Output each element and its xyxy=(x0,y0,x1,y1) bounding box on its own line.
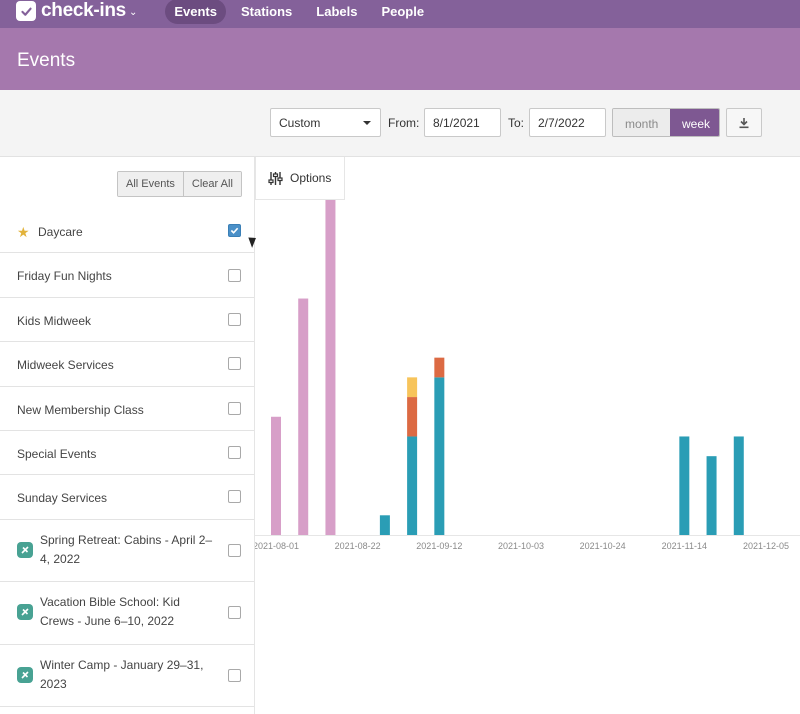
event-name: Midweek Services xyxy=(17,358,114,372)
x-tick-label-3: 2021-10-03 xyxy=(498,541,544,551)
registration-icon xyxy=(17,604,33,620)
event-checkbox[interactable] xyxy=(228,544,241,557)
event-name: Vacation Bible School: Kid Crews - June … xyxy=(40,595,180,628)
event-row-winter-camp[interactable]: Winter Camp - January 29–31, 2023 xyxy=(0,645,254,707)
sliders-icon xyxy=(268,171,283,185)
filter-toolbar: Custom From: 8/1/2021 To: 2/7/2022 month… xyxy=(0,90,800,157)
event-row-special-events[interactable]: Special Events xyxy=(0,431,254,475)
event-name: Spring Retreat: Cabins - April 2–4, 2022 xyxy=(40,533,213,566)
bar-segment-5-1[interactable] xyxy=(434,357,445,378)
event-row-sunday-services[interactable]: Sunday Services xyxy=(0,475,254,520)
bar-segment-2-0[interactable] xyxy=(325,200,336,535)
bar-segment-3-0[interactable] xyxy=(379,515,390,535)
event-name: Kids Midweek xyxy=(17,314,92,328)
event-row-friday-fun-nights[interactable]: Friday Fun Nights xyxy=(0,253,254,298)
nav-labels[interactable]: Labels xyxy=(316,3,358,19)
bar-segment-7-0[interactable] xyxy=(706,456,717,535)
app-name: check-ins xyxy=(41,0,126,21)
event-row-spring-retreat[interactable]: Spring Retreat: Cabins - April 2–4, 2022 xyxy=(0,520,254,582)
event-checkbox[interactable] xyxy=(228,269,241,282)
x-tick-label-5: 2021-11-14 xyxy=(662,541,707,551)
event-checkbox[interactable] xyxy=(228,313,241,326)
to-label: To: xyxy=(508,116,525,130)
app-logo[interactable]: check-ins ⌄ xyxy=(16,0,137,22)
x-tick-label-1: 2021-08-22 xyxy=(335,541,381,551)
event-name: Winter Camp - January 29–31, 2023 xyxy=(40,658,204,691)
period-toggle: month week xyxy=(612,108,720,137)
bar-segment-5-0[interactable] xyxy=(434,377,445,535)
event-row-daycare[interactable]: ★ Daycare xyxy=(0,208,254,253)
x-tick-label-2: 2021-09-12 xyxy=(416,541,462,551)
attendance-chart: 2021-08-01 2021-08-22 2021-09-12 2021-10-03… xyxy=(255,200,800,551)
to-date-input[interactable]: 2/7/2022 xyxy=(529,108,606,137)
event-name: Special Events xyxy=(17,447,97,461)
event-checkbox[interactable] xyxy=(228,224,241,237)
period-month-button[interactable]: month xyxy=(613,109,670,136)
event-row-new-membership-class[interactable]: New Membership Class xyxy=(0,387,254,431)
page-header: Events xyxy=(0,28,800,90)
registration-icon xyxy=(17,542,33,558)
download-button[interactable] xyxy=(726,108,762,137)
main-nav: Events Stations Labels People xyxy=(165,0,439,24)
event-checkbox[interactable] xyxy=(228,669,241,682)
clear-all-button[interactable]: Clear All xyxy=(182,172,241,196)
caret-down-icon xyxy=(363,121,371,125)
event-name: New Membership Class xyxy=(17,403,144,417)
event-name: Daycare xyxy=(38,225,83,239)
checkmark-icon xyxy=(16,1,36,21)
selection-buttons: All Events Clear All xyxy=(117,171,242,197)
download-icon xyxy=(739,117,749,128)
top-nav: check-ins ⌄ Events Stations Labels Peopl… xyxy=(0,0,800,28)
chart-area: 2021-08-01 2021-08-22 2021-09-12 2021-10-03… xyxy=(255,157,800,714)
bar-segment-0-0[interactable] xyxy=(271,416,281,535)
event-name: Friday Fun Nights xyxy=(17,269,112,283)
event-checkbox[interactable] xyxy=(228,357,241,370)
check-icon xyxy=(230,227,239,234)
nav-people[interactable]: People xyxy=(381,3,425,19)
bar-segment-8-0[interactable] xyxy=(733,436,744,535)
x-tick-label-6: 2021-12-05 xyxy=(743,541,789,551)
nav-events[interactable]: Events xyxy=(165,0,226,24)
options-button[interactable]: Options xyxy=(255,157,345,200)
event-checkbox[interactable] xyxy=(228,606,241,619)
event-row-midweek-services[interactable]: Midweek Services xyxy=(0,342,254,387)
bar-segment-1-0[interactable] xyxy=(298,298,309,535)
event-checkbox[interactable] xyxy=(228,490,241,503)
bar-segment-6-0[interactable] xyxy=(679,436,690,535)
event-row-kids-midweek[interactable]: Kids Midweek xyxy=(0,298,254,342)
events-sidebar: All Events Clear All ★ Daycare Friday Fu… xyxy=(0,157,255,714)
event-name: Sunday Services xyxy=(17,491,108,505)
date-range-value: Custom xyxy=(279,116,321,130)
from-label: From: xyxy=(388,116,420,130)
registration-icon xyxy=(17,667,33,683)
bar-segment-4-0[interactable] xyxy=(407,436,418,535)
chevron-down-icon[interactable]: ⌄ xyxy=(128,6,138,18)
events-list: ★ Daycare Friday Fun Nights Kids Midweek… xyxy=(0,208,254,707)
event-row-vacation-bible-school[interactable]: Vacation Bible School: Kid Crews - June … xyxy=(0,582,254,645)
options-label: Options xyxy=(290,171,332,185)
period-week-button[interactable]: week xyxy=(670,109,719,136)
x-tick-label-4: 2021-10-24 xyxy=(580,541,626,551)
page-title: Events xyxy=(17,50,76,71)
bar-segment-4-2[interactable] xyxy=(407,377,418,398)
bar-segment-4-1[interactable] xyxy=(407,397,418,437)
x-tick-label-0: 2021-08-01 xyxy=(255,541,299,551)
event-checkbox[interactable] xyxy=(228,446,241,459)
nav-stations[interactable]: Stations xyxy=(240,3,293,19)
star-icon: ★ xyxy=(17,224,30,240)
event-checkbox[interactable] xyxy=(228,402,241,415)
all-events-button[interactable]: All Events xyxy=(118,172,183,196)
from-date-input[interactable]: 8/1/2021 xyxy=(424,108,501,137)
date-range-select[interactable]: Custom xyxy=(270,108,381,137)
